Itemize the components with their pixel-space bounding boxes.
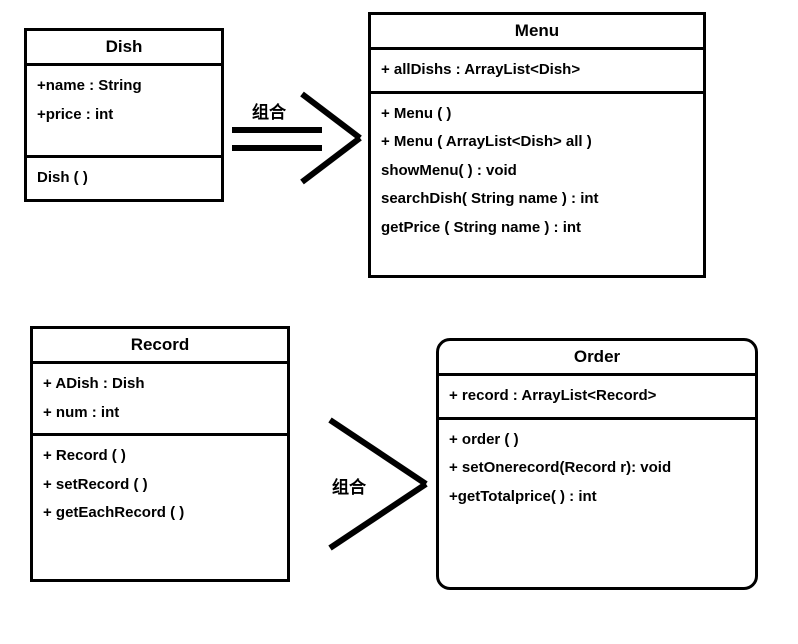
class-menu-title: Menu <box>371 15 703 50</box>
class-record-attributes: + ADish : Dish + num : int <box>33 364 287 436</box>
method: + Record ( ) <box>43 442 277 471</box>
method: Dish ( ) <box>37 164 211 193</box>
method: getPrice ( String name ) : int <box>381 214 693 243</box>
arrow-dish-menu <box>232 100 372 180</box>
method: + Menu ( ArrayList<Dish> all ) <box>381 128 693 157</box>
attr: + ADish : Dish <box>43 370 277 399</box>
class-menu-methods: + Menu ( ) + Menu ( ArrayList<Dish> all … <box>371 94 703 249</box>
class-dish-title: Dish <box>27 31 221 66</box>
attr: + allDishs : ArrayList<Dish> <box>381 56 693 85</box>
attr: +name : String <box>37 72 211 101</box>
class-record-methods: + Record ( ) + setRecord ( ) + getEachRe… <box>33 436 287 534</box>
class-record: Record + ADish : Dish + num : int + Reco… <box>30 326 290 582</box>
attr: + record : ArrayList<Record> <box>449 382 745 411</box>
method: + setOnerecord(Record r): void <box>449 454 745 483</box>
arrow-record-order <box>296 420 446 560</box>
class-dish-attributes: +name : String +price : int <box>27 66 221 158</box>
class-record-title: Record <box>33 329 287 364</box>
method: showMenu( ) : void <box>381 157 693 186</box>
class-menu: Menu + allDishs : ArrayList<Dish> + Menu… <box>368 12 706 278</box>
method: searchDish( String name ) : int <box>381 185 693 214</box>
class-menu-attributes: + allDishs : ArrayList<Dish> <box>371 50 703 94</box>
method: + order ( ) <box>449 426 745 455</box>
class-order-methods: + order ( ) + setOnerecord(Record r): vo… <box>439 420 755 518</box>
attr: +price : int <box>37 101 211 130</box>
class-order-title: Order <box>439 341 755 376</box>
method: +getTotalprice( ) : int <box>449 483 745 512</box>
class-dish-methods: Dish ( ) <box>27 158 221 199</box>
class-dish: Dish +name : String +price : int Dish ( … <box>24 28 224 202</box>
attr: + num : int <box>43 399 277 428</box>
method: + getEachRecord ( ) <box>43 499 277 528</box>
method: + setRecord ( ) <box>43 471 277 500</box>
class-order: Order + record : ArrayList<Record> + ord… <box>436 338 758 590</box>
class-order-attributes: + record : ArrayList<Record> <box>439 376 755 420</box>
method: + Menu ( ) <box>381 100 693 129</box>
